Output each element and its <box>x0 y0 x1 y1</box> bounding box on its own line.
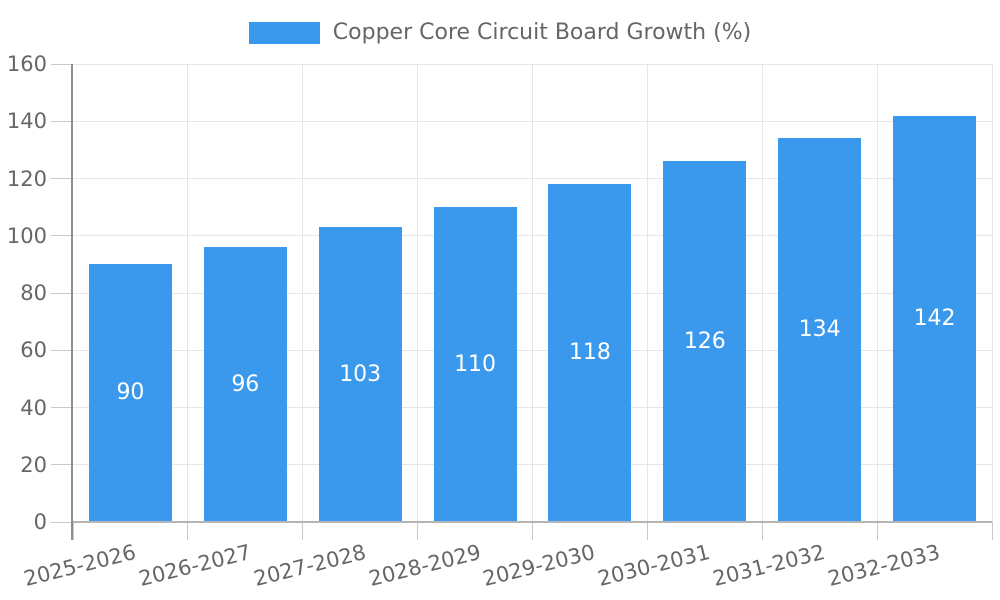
bar[interactable]: 134 <box>778 138 862 522</box>
bar-value-label: 103 <box>339 361 382 387</box>
y-axis-line <box>71 64 73 540</box>
x-gridline <box>876 64 878 522</box>
y-tick-label: 100 <box>6 223 47 248</box>
bar-value-label: 134 <box>798 317 841 343</box>
bar[interactable]: 126 <box>663 161 747 522</box>
x-tick <box>187 522 189 540</box>
x-gridline <box>417 64 419 522</box>
bar[interactable]: 96 <box>203 247 287 522</box>
x-gridline <box>646 64 648 522</box>
y-tick <box>51 292 73 294</box>
bar-value-label: 110 <box>454 351 497 377</box>
y-tick <box>51 464 73 466</box>
bar[interactable]: 118 <box>548 184 632 522</box>
x-gridline <box>187 64 189 522</box>
y-tick-label: 20 <box>20 452 47 477</box>
x-tick-label: 2030-2031 <box>595 540 713 591</box>
bar-value-label: 142 <box>913 305 956 331</box>
x-tick <box>761 522 763 540</box>
legend-swatch <box>248 22 320 44</box>
y-tick-label: 120 <box>6 166 47 191</box>
y-tick-label: 0 <box>33 510 47 534</box>
x-gridline <box>302 64 304 522</box>
x-gridline <box>532 64 533 522</box>
x-tick <box>72 522 74 540</box>
y-tick-label: 160 <box>6 52 47 76</box>
x-tick-label: 2029-2030 <box>480 540 598 591</box>
bar[interactable]: 142 <box>893 115 977 522</box>
bar[interactable]: 90 <box>88 264 172 522</box>
x-tick <box>991 522 993 540</box>
x-tick <box>876 522 878 540</box>
x-tick <box>302 522 304 540</box>
x-gridline <box>991 64 993 522</box>
bar[interactable]: 110 <box>433 207 517 522</box>
bar-value-label: 96 <box>231 371 260 397</box>
x-tick-label: 2032-2033 <box>825 540 943 591</box>
legend-label: Copper Core Circuit Board Growth (%) <box>332 20 752 45</box>
y-tick <box>51 407 73 408</box>
y-tick-label: 140 <box>6 109 47 134</box>
bar-value-label: 118 <box>568 340 611 366</box>
x-tick <box>417 522 419 540</box>
x-tick-label: 2031-2032 <box>710 540 828 591</box>
y-tick <box>51 178 73 179</box>
y-tick <box>51 63 73 65</box>
bar-value-label: 90 <box>116 380 145 406</box>
x-tick-label: 2027-2028 <box>251 540 368 591</box>
x-tick <box>532 522 533 540</box>
y-tick-label: 80 <box>20 281 47 305</box>
y-tick <box>51 349 73 351</box>
x-tick-label: 2026-2027 <box>136 540 254 591</box>
legend-item[interactable]: Copper Core Circuit Board Growth (%) <box>0 21 1000 45</box>
y-tick <box>51 235 73 237</box>
y-tick <box>51 521 73 523</box>
x-axis-line <box>73 521 992 523</box>
x-gridline <box>761 64 763 522</box>
y-tick-label: 40 <box>20 395 47 420</box>
x-tick <box>646 522 648 540</box>
y-tick-label: 60 <box>20 338 47 363</box>
y-tick <box>51 120 73 122</box>
bar-value-label: 126 <box>683 328 726 354</box>
x-tick-label: 2028-2029 <box>365 540 483 591</box>
bar[interactable]: 103 <box>318 227 402 522</box>
x-tick-label: 2025-2026 <box>21 540 139 591</box>
